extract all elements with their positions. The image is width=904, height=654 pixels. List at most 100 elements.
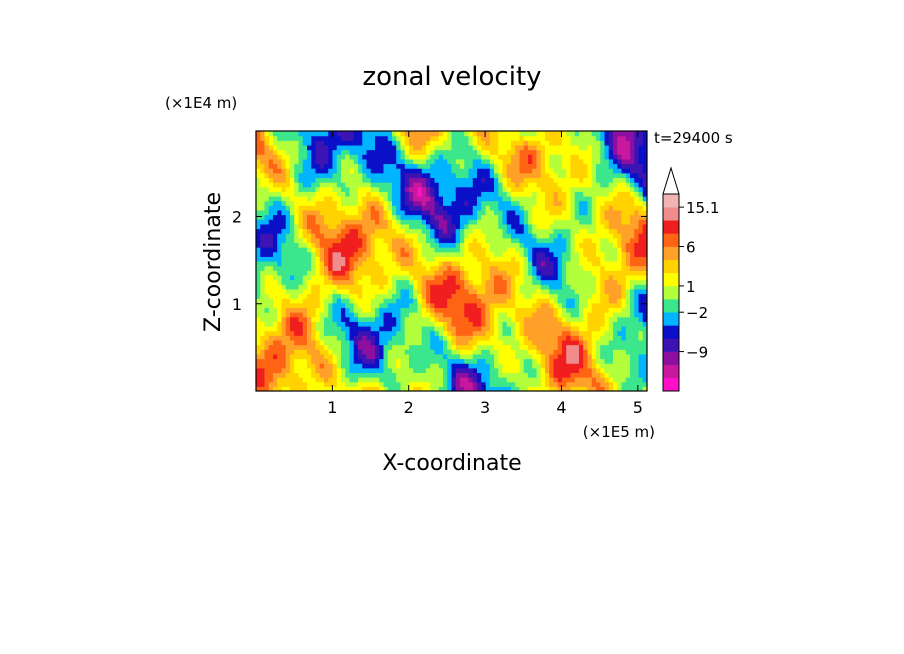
contour-cell bbox=[315, 140, 321, 146]
contour-cell bbox=[528, 196, 533, 202]
contour-cell bbox=[621, 367, 627, 374]
contour-cell bbox=[574, 209, 580, 216]
contour-cell bbox=[311, 293, 317, 299]
contour-cell bbox=[383, 307, 389, 313]
contour-cell bbox=[366, 177, 372, 183]
contour-cell bbox=[630, 330, 635, 336]
contour-cell bbox=[379, 316, 385, 322]
contour-cell bbox=[604, 349, 610, 355]
contour-cell bbox=[617, 381, 623, 387]
contour-cell bbox=[485, 233, 491, 239]
contour-cell bbox=[634, 363, 640, 369]
contour-cell bbox=[285, 293, 291, 299]
contour-cell bbox=[464, 251, 470, 257]
contour-cell bbox=[511, 312, 516, 318]
contour-cell bbox=[519, 372, 525, 378]
contour-cell bbox=[464, 242, 470, 248]
contour-cell bbox=[324, 131, 329, 137]
contour-cell bbox=[604, 293, 610, 299]
contour-cell bbox=[273, 200, 278, 206]
contour-cell bbox=[370, 247, 376, 253]
contour-cell bbox=[630, 256, 635, 262]
contour-cell bbox=[285, 321, 291, 327]
contour-cell bbox=[277, 353, 283, 360]
contour-cell bbox=[273, 223, 278, 230]
contour-cell bbox=[370, 349, 376, 355]
contour-cell bbox=[608, 335, 614, 341]
contour-cell bbox=[540, 363, 546, 369]
contour-cell bbox=[311, 237, 317, 244]
contour-cell bbox=[540, 349, 546, 355]
contour-cell bbox=[375, 228, 380, 234]
contour-cell bbox=[447, 256, 453, 262]
contour-cell bbox=[557, 363, 563, 369]
contour-cell bbox=[553, 251, 559, 257]
contour-cell bbox=[562, 298, 567, 304]
contour-cell bbox=[515, 172, 521, 179]
contour-cell bbox=[358, 177, 363, 183]
contour-cell bbox=[591, 242, 597, 248]
contour-cell bbox=[583, 228, 589, 234]
contour-cell bbox=[353, 386, 359, 391]
contour-cell bbox=[375, 219, 380, 225]
contour-cell bbox=[345, 186, 351, 192]
contour-cell bbox=[277, 191, 283, 197]
contour-cell bbox=[366, 302, 372, 309]
contour-cell bbox=[336, 135, 342, 141]
contour-cell bbox=[392, 321, 397, 327]
contour-cell bbox=[392, 261, 397, 267]
contour-cell bbox=[256, 158, 261, 165]
contour-cell bbox=[362, 386, 368, 391]
contour-cell bbox=[421, 158, 427, 165]
contour-cell bbox=[430, 377, 436, 383]
contour-cell bbox=[349, 182, 355, 188]
contour-cell bbox=[477, 228, 482, 234]
contour-cell bbox=[362, 186, 368, 192]
contour-cell bbox=[506, 196, 512, 202]
contour-cell bbox=[460, 228, 465, 234]
contour-cell bbox=[256, 330, 261, 336]
contour-cell bbox=[528, 265, 533, 271]
contour-cell bbox=[489, 265, 495, 271]
contour-cell bbox=[566, 265, 572, 271]
contour-cell bbox=[545, 293, 550, 299]
contour-cell bbox=[383, 214, 389, 220]
contour-cell bbox=[468, 172, 474, 179]
contour-cell bbox=[591, 326, 597, 332]
contour-cell bbox=[413, 200, 419, 206]
contour-cell bbox=[447, 237, 453, 244]
contour-cell bbox=[273, 191, 278, 197]
contour-cell bbox=[434, 251, 440, 257]
contour-cell bbox=[358, 154, 363, 160]
contour-cell bbox=[604, 381, 610, 387]
contour-cell bbox=[600, 168, 606, 174]
contour-cell bbox=[345, 200, 351, 206]
contour-cell bbox=[600, 358, 606, 364]
contour-cell bbox=[290, 335, 295, 341]
contour-cell bbox=[460, 353, 465, 360]
contour-cell bbox=[430, 256, 436, 262]
contour-cell bbox=[566, 154, 572, 160]
contour-cell bbox=[472, 284, 478, 290]
contour-cell bbox=[290, 353, 295, 360]
contour-cell bbox=[532, 344, 538, 350]
contour-cell bbox=[349, 363, 355, 369]
contour-cell bbox=[583, 372, 589, 378]
contour-cell bbox=[549, 247, 555, 253]
contour-cell bbox=[438, 353, 444, 360]
contour-cell bbox=[621, 335, 627, 341]
contour-cell bbox=[430, 154, 436, 160]
contour-cell bbox=[328, 386, 334, 391]
contour-cell bbox=[358, 326, 363, 332]
contour-cell bbox=[468, 274, 474, 281]
contour-cell bbox=[319, 256, 325, 262]
contour-cell bbox=[447, 381, 453, 387]
contour-cell bbox=[464, 144, 470, 151]
contour-cell bbox=[596, 256, 601, 262]
contour-cell bbox=[336, 279, 342, 285]
contour-cell bbox=[460, 196, 465, 202]
contour-cell bbox=[455, 191, 461, 197]
contour-cell bbox=[625, 163, 631, 169]
contour-cell bbox=[324, 288, 329, 295]
contour-cell bbox=[430, 242, 436, 248]
